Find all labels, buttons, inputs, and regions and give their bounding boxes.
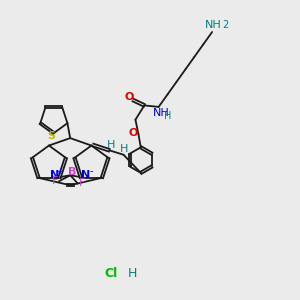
Text: O: O [128,128,138,138]
Text: H: H [106,140,115,150]
Text: S: S [47,131,55,141]
Text: F: F [51,176,58,186]
Text: H: H [128,267,137,280]
Text: H: H [120,144,128,154]
Text: N: N [81,170,91,180]
Text: N: N [50,170,59,180]
Text: +: + [56,167,63,176]
Text: B: B [68,167,76,177]
Text: O: O [125,92,134,102]
Text: H: H [164,111,171,121]
Text: 2: 2 [222,20,228,31]
Text: NH: NH [205,20,222,30]
Text: Cl: Cl [105,267,118,280]
Text: NH: NH [153,108,169,118]
Text: -: - [90,167,93,177]
Text: F: F [79,178,86,188]
